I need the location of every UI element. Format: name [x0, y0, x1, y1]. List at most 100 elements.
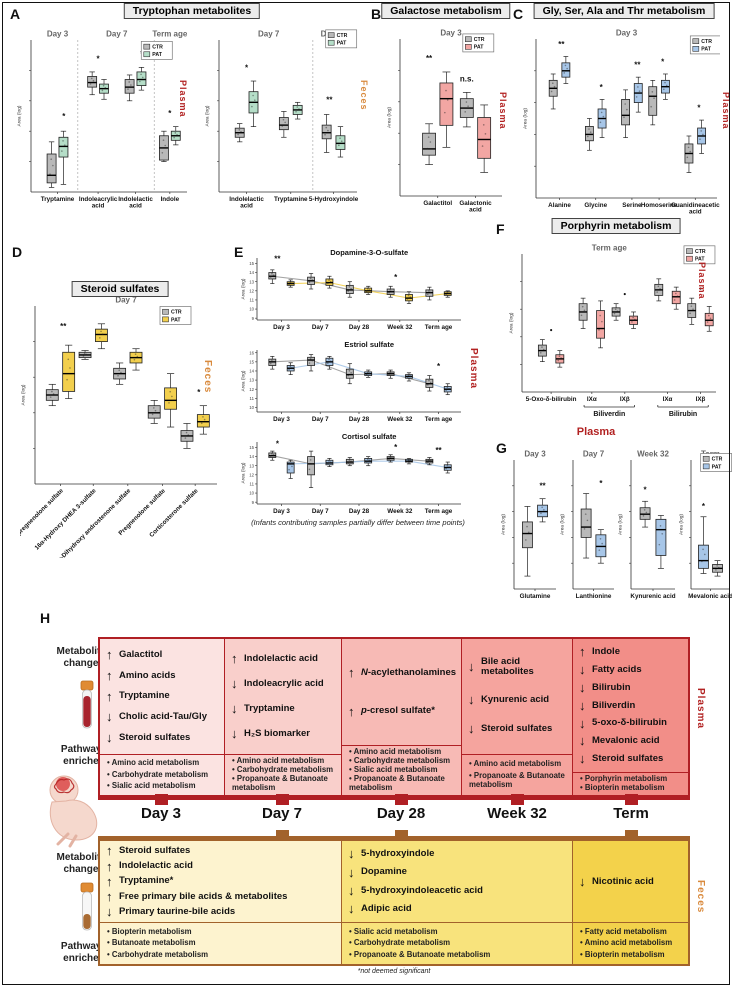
metabolite-label: Tryptamine [119, 690, 170, 702]
arrow-up-icon: ↑ [106, 688, 113, 704]
plasma-summary-table: ↑ Galactitol ↑ Amino acids ↑ Tryptamine ↓ Choli… [98, 637, 690, 800]
svg-text:Area (log): Area (log) [387, 107, 393, 128]
panel-e-footnote: (Infants contributing samples partially … [251, 518, 465, 527]
svg-text:Area (log): Area (log) [241, 462, 247, 483]
arrow-down-icon: ↓ [231, 701, 238, 717]
svg-text:12: 12 [249, 288, 254, 293]
svg-text:16α-Hydroxy DHEA 3-sulfate: 16α-Hydroxy DHEA 3-sulfate [34, 487, 99, 552]
svg-text:**: ** [274, 255, 281, 264]
arrow-down-icon: ↓ [106, 903, 113, 919]
metabolite-item: ↑ Free primary bile acids & metabolites [106, 890, 337, 904]
svg-text:●: ● [623, 291, 626, 297]
svg-text:**: ** [60, 322, 67, 331]
panel-b-title: Galactose metabolism [381, 3, 511, 19]
panel-c-plasma-label: Plasma [721, 92, 731, 130]
arrow-down-icon: ↓ [348, 864, 355, 880]
metabolite-item: ↓ Kynurenic acid [468, 693, 568, 707]
pathway-item: • Biopterin metabolism [107, 926, 192, 936]
glutamine-boxplot: Area (log) Day 3 Glutamine ** [501, 450, 556, 600]
svg-text:Day 7: Day 7 [258, 30, 280, 39]
svg-text:Week 32: Week 32 [387, 324, 413, 331]
feces-column-3: ↓ Nicotinic acid • Fatty acid metabolism • … [573, 841, 688, 964]
rail-pathways-enriched-plasma: Pathways enriched [60, 744, 108, 767]
metabolite-item: ↓ H₂S biomarker [231, 727, 337, 741]
svg-text:PAT: PAT [712, 464, 722, 470]
pathway-item: • Fatty acid metabolism [580, 926, 667, 936]
svg-text:CTR: CTR [701, 39, 712, 45]
pathway-item: • Porphyrin metabolism [580, 774, 668, 784]
svg-text:Alanine: Alanine [548, 202, 571, 209]
panel-b-plasma-label: Plasma [498, 92, 508, 130]
arrow-down-icon: ↓ [579, 733, 586, 749]
svg-text:*: * [168, 109, 172, 118]
metabolite-label: Biliverdin [592, 699, 636, 711]
plasma-timeline-marker [510, 794, 524, 805]
estriol-sulfate-timeline: 10 11 12 13 14 15 16 Area (log) Estriol sulfate D… [241, 340, 461, 423]
arrow-up-icon: ↑ [348, 703, 355, 719]
svg-text:**: ** [539, 481, 546, 490]
svg-text:Area (log): Area (log) [501, 514, 507, 535]
svg-text:**: ** [558, 40, 565, 49]
panel-letter-g: G [496, 440, 507, 456]
svg-text:Term age: Term age [425, 508, 453, 515]
svg-text:CTR: CTR [337, 33, 348, 39]
svg-text:PAT: PAT [695, 257, 705, 263]
metabolite-item: ↑ p-cresol sulfate* [348, 703, 457, 719]
metabolite-label: Bilirubin [592, 681, 631, 693]
metabolite-label: 5-hydroxyindole [361, 848, 435, 860]
pathway-item: • Sialic acid metabolism [107, 780, 196, 790]
metabolite-label: Primary taurine-bile acids [119, 905, 236, 917]
arrow-down-icon: ↓ [106, 709, 113, 725]
metabolite-label: Steroid sulfates [592, 752, 664, 764]
svg-text:Area (log): Area (log) [241, 278, 247, 299]
pathway-item: • Amino acid metabolism [469, 759, 562, 769]
metabolite-item: ↓ Adipic acid [348, 902, 568, 916]
svg-text:Indole: Indole [161, 196, 180, 203]
pathway-item: • Amino acid metabolism [580, 938, 673, 948]
arrow-up-icon: ↑ [106, 647, 113, 663]
plasma-column-3: ↑ N-acylethanolamines ↑ p-cresol sulfate* • … [342, 639, 462, 795]
arrow-up-icon: ↑ [348, 664, 355, 680]
svg-text:15: 15 [249, 261, 254, 266]
svg-text:Area (log): Area (log) [560, 514, 566, 535]
svg-text:*: * [245, 63, 249, 72]
svg-text:●: ● [550, 327, 553, 333]
panel-h-footnote: *not deemed significant [357, 968, 431, 975]
metabolite-item: ↑ Indolelactic acid [106, 859, 337, 874]
pathway-item: • Biopterin metabolism [580, 949, 665, 959]
arrow-down-icon: ↓ [468, 659, 475, 675]
svg-text:12: 12 [249, 387, 254, 392]
svg-text:Day 3: Day 3 [273, 324, 290, 331]
amino-acid-boxplot: Area (log) Day 3 Alanine Glycine Serine Homos… [523, 29, 720, 216]
feces-summary-table: ↑ Steroid sulfates ↑ Indolelactic acid ↑ Tryp… [98, 836, 690, 966]
svg-text:Day 7: Day 7 [115, 296, 137, 305]
kynurenic-acid-boxplot: Area (log) Week 32 Kynurenic acid * [618, 450, 676, 601]
svg-text:Day 7: Day 7 [106, 30, 128, 39]
svg-text:Biliverdin: Biliverdin [593, 411, 625, 418]
svg-text:13: 13 [249, 279, 254, 284]
svg-text:**: ** [634, 61, 641, 70]
svg-text:*: * [97, 54, 101, 63]
plasma-metabolites-cell: ↑ N-acylethanolamines ↑ p-cresol sulfate* [342, 639, 461, 747]
svg-text:Area (log): Area (log) [523, 108, 529, 129]
svg-text:5-Hydroxyindole: 5-Hydroxyindole [309, 196, 359, 203]
panel-letter-c: C [513, 6, 524, 22]
feces-metabolites-cell: ↓ 5-hydroxyindole ↓ Dopamine ↓ 5-hydroxyindol… [342, 841, 572, 923]
svg-text:14: 14 [249, 369, 254, 374]
panel-c-title: Gly, Ser, Ala and Thr metabolism [533, 3, 715, 19]
plasma-timeline-marker [394, 794, 408, 805]
plasma-timeline-marker [624, 794, 638, 805]
panel-h-plasma-label: Plasma [695, 688, 706, 730]
svg-text:Day 7: Day 7 [583, 450, 605, 459]
metabolite-label: Tryptamine [244, 702, 295, 714]
metabolite-item: ↓ 5-hydroxyindoleacetic acid [348, 884, 568, 898]
svg-text:Area (log): Area (log) [17, 105, 23, 126]
svg-text:CTR: CTR [712, 457, 723, 463]
svg-text:Day 3: Day 3 [47, 30, 69, 39]
svg-text:PAT: PAT [337, 41, 347, 47]
svg-text:Area (log): Area (log) [618, 514, 624, 535]
svg-text:Area (log): Area (log) [21, 384, 27, 405]
pathway-item: • Carbohydrate metabolism [232, 765, 334, 775]
